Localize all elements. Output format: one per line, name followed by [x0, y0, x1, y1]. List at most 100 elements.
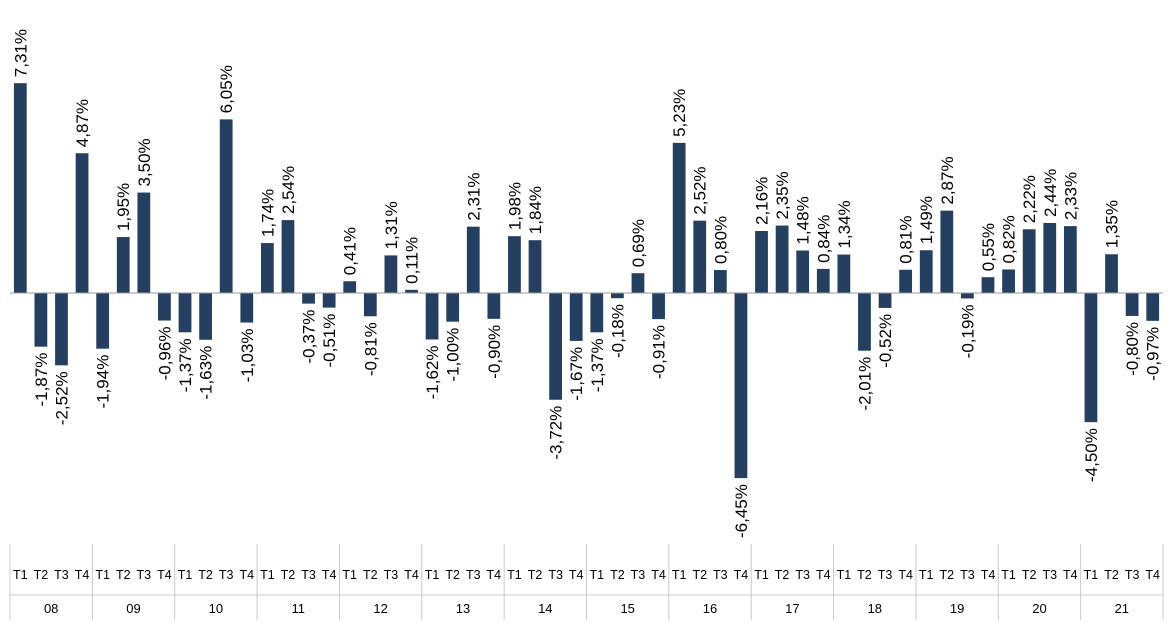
bar-09-T1: [96, 293, 110, 349]
bar-12-T4: [405, 289, 418, 293]
bar-19-T1: [919, 250, 933, 293]
data-label: 7,31%: [11, 29, 30, 77]
data-label: 1,48%: [794, 196, 813, 244]
bar-09-T3: [137, 192, 151, 293]
data-label: 0,82%: [1000, 215, 1019, 263]
data-label: 2,31%: [464, 172, 483, 220]
data-label: -3,72%: [547, 406, 566, 460]
quarter-tick-label: T4: [1145, 568, 1160, 582]
quarter-tick-label: T4: [404, 568, 419, 582]
year-tick-label: 08: [44, 601, 58, 616]
quarter-tick-label: T1: [13, 568, 28, 582]
bar-18-T2: [858, 293, 871, 351]
bar-21-T3: [1125, 293, 1139, 316]
data-label: -2,01%: [855, 357, 874, 411]
data-label: -1,87%: [32, 353, 51, 407]
bar-17-T1: [755, 231, 768, 293]
bar-11-T4: [322, 293, 336, 308]
quarter-tick-label: T3: [1042, 568, 1057, 582]
bar-12-T3: [384, 255, 398, 293]
quarter-tick-label: T1: [260, 568, 275, 582]
bar-11-T2: [281, 220, 295, 293]
quarter-tick-label: T1: [837, 568, 852, 582]
data-label: -0,51%: [320, 314, 339, 368]
bar-10-T1: [178, 293, 192, 333]
bar-15-T2: [611, 293, 624, 299]
data-label: -0,37%: [300, 310, 319, 364]
quarter-tick-label: T2: [940, 568, 955, 582]
quarter-tick-label: T3: [219, 568, 234, 582]
data-label: -1,67%: [567, 347, 586, 401]
quarter-tick-label: T4: [1063, 568, 1078, 582]
quarter-tick-label: T4: [487, 568, 502, 582]
data-label: 1,35%: [1103, 200, 1122, 248]
bar-08-T4: [75, 153, 89, 293]
data-label: 0,55%: [979, 223, 998, 271]
bar-11-T3: [302, 293, 315, 304]
quarter-tick-label: T4: [239, 568, 254, 582]
data-label: -0,81%: [361, 322, 380, 376]
quarter-tick-label: T4: [322, 568, 337, 582]
bar-16-T3: [713, 270, 727, 293]
quarter-tick-label: T2: [34, 568, 49, 582]
bar-08-T1: [13, 83, 27, 293]
bar-17-T2: [775, 225, 789, 294]
data-label: -1,37%: [588, 338, 607, 392]
data-label: -1,94%: [94, 355, 113, 409]
quarter-tick-label: T1: [178, 568, 193, 582]
quarter-tick-label: T4: [569, 568, 584, 582]
quarter-tick-label: T4: [898, 568, 913, 582]
data-label: 0,69%: [629, 219, 648, 267]
quarter-tick-label: T2: [857, 568, 872, 582]
bar-10-T4: [240, 293, 254, 323]
bar-14-T3: [549, 293, 562, 400]
quarter-tick-label: T3: [960, 568, 975, 582]
bar-12-T2: [363, 293, 377, 317]
bar-12-T1: [343, 281, 357, 293]
quarter-tick-label: T2: [528, 568, 543, 582]
quarter-tick-label: T4: [75, 568, 90, 582]
data-label: -1,03%: [238, 329, 257, 383]
bar-19-T4: [981, 277, 995, 293]
data-label: -0,90%: [485, 325, 504, 379]
bar-20-T4: [1063, 226, 1077, 293]
bar-16-T2: [693, 220, 707, 293]
bar-15-T4: [652, 293, 665, 320]
quarter-tick-label: T2: [116, 568, 131, 582]
quarter-tick-label: T2: [610, 568, 625, 582]
data-label: -0,96%: [155, 327, 174, 381]
bar-19-T3: [961, 293, 974, 299]
quarter-tick-label: T3: [713, 568, 728, 582]
data-label: -0,97%: [1144, 327, 1163, 381]
data-label: 4,87%: [73, 99, 92, 147]
quarter-tick-label: T1: [672, 568, 687, 582]
quarter-tick-label: T2: [1104, 568, 1119, 582]
quarter-tick-label: T3: [1125, 568, 1140, 582]
bar-11-T1: [260, 243, 274, 293]
bar-19-T2: [940, 210, 954, 293]
data-label: 2,44%: [1041, 169, 1060, 217]
quarter-tick-label: T3: [54, 568, 69, 582]
year-tick-label: 18: [868, 601, 882, 616]
year-tick-label: 21: [1115, 601, 1129, 616]
quarter-tick-label: T2: [775, 568, 790, 582]
quarter-tick-label: T4: [981, 568, 996, 582]
quarter-tick-label: T1: [1084, 568, 1099, 582]
quarter-tick-label: T2: [445, 568, 460, 582]
bar-13-T2: [446, 293, 460, 322]
bar-14-T2: [528, 240, 542, 293]
bar-08-T2: [34, 293, 48, 347]
quarter-tick-label: T3: [548, 568, 563, 582]
quarter-tick-label: T3: [878, 568, 893, 582]
bar-17-T4: [816, 268, 830, 293]
data-label: -1,62%: [423, 345, 442, 399]
year-tick-label: 14: [538, 601, 552, 616]
bar-15-T1: [590, 293, 604, 333]
bar-13-T3: [466, 226, 480, 293]
year-tick-label: 20: [1032, 601, 1046, 616]
quarter-tick-label: T1: [754, 568, 769, 582]
quarter-tick-label: T1: [342, 568, 357, 582]
data-label: -1,37%: [176, 338, 195, 392]
bar-21-T2: [1105, 254, 1118, 293]
